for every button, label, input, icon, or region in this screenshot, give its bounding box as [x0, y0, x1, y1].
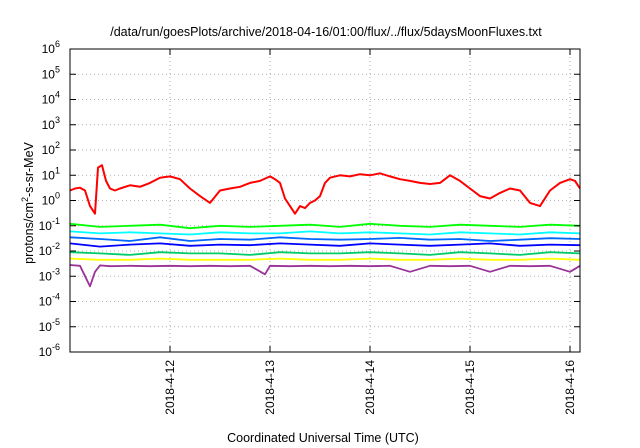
y-tick-base: 10: [42, 67, 56, 81]
y-tick-base: 10: [42, 168, 56, 182]
y-axis-label-sup: 2: [20, 197, 30, 202]
y-tick-label: 10-1: [39, 216, 60, 233]
y-tick-base: 10: [39, 269, 53, 283]
x-tick-label: 2018-4-15: [463, 360, 477, 415]
x-tick-label: 2018-4-16: [563, 360, 577, 415]
y-tick-base: 10: [39, 345, 53, 359]
series-line-2: [69, 222, 581, 230]
y-tick-exponent: -5: [52, 317, 60, 327]
y-axis-label-main: protons/cm: [22, 202, 36, 264]
y-tick-label: 106: [42, 39, 60, 56]
y-tick-base: 10: [39, 295, 53, 309]
y-tick-label: 10-3: [39, 266, 60, 283]
x-axis-label: Coordinated Universal Time (UTC): [227, 431, 419, 445]
y-tick-label: 100: [42, 191, 60, 208]
y-tick-base: 10: [39, 320, 53, 334]
x-axis-ticks: 2018-4-12 2018-4-13 2018-4-14 2018-4-15 2018…: [163, 49, 577, 415]
y-tick-exponent: 3: [55, 115, 60, 125]
y-tick-label: 10-6: [39, 342, 60, 359]
y-tick-exponent: 2: [55, 140, 60, 150]
y-tick-exponent: -2: [52, 241, 60, 251]
y-tick-label: 101: [42, 165, 60, 182]
y-tick-exponent: -6: [52, 342, 60, 352]
y-tick-base: 10: [42, 93, 56, 107]
y-tick-exponent: 6: [55, 39, 60, 49]
series-line-6: [69, 251, 581, 256]
x-tick-label: 2018-4-14: [363, 360, 377, 415]
y-tick-base: 10: [42, 194, 56, 208]
y-tick-label: 103: [42, 115, 60, 132]
x-tick-label: 2018-4-12: [163, 360, 177, 415]
y-tick-exponent: 5: [55, 64, 60, 74]
y-tick-label: 10-2: [39, 241, 60, 258]
x-tick-label: 2018-4-13: [263, 360, 277, 415]
y-tick-exponent: 0: [55, 191, 60, 201]
series-line-7: [69, 257, 581, 261]
y-tick-base: 10: [42, 42, 56, 56]
y-tick-base: 10: [39, 219, 53, 233]
y-tick-label: 102: [42, 140, 60, 157]
y-tick-exponent: 1: [55, 165, 60, 175]
y-tick-label: 104: [42, 90, 60, 107]
y-axis-label-rest: -s-sr-MeV: [22, 141, 36, 197]
y-tick-base: 10: [42, 118, 56, 132]
series-line-1: [69, 164, 581, 215]
y-tick-label: 10-5: [39, 317, 60, 334]
y-tick-exponent: -1: [52, 216, 60, 226]
y-tick-exponent: -4: [52, 292, 60, 302]
y-tick-label: 10-4: [39, 292, 60, 309]
y-axis-label: protons/cm2-s-sr-MeV: [20, 141, 36, 263]
series-line-4: [69, 236, 581, 242]
y-tick-base: 10: [42, 143, 56, 157]
y-tick-exponent: -3: [52, 266, 60, 276]
y-tick-label: 105: [42, 64, 60, 81]
series-line-5: [69, 242, 581, 248]
series-line-3: [69, 230, 581, 236]
y-tick-base: 10: [39, 244, 53, 258]
grid: [70, 49, 580, 352]
chart-title: /data/run/goesPlots/archive/2018-04-16/0…: [110, 25, 542, 39]
y-axis-ticks: 10610510410310210110010-110-210-310-410-…: [39, 39, 580, 359]
series-line-8: [69, 264, 581, 288]
y-tick-exponent: 4: [55, 90, 60, 100]
series-group: [69, 164, 581, 288]
